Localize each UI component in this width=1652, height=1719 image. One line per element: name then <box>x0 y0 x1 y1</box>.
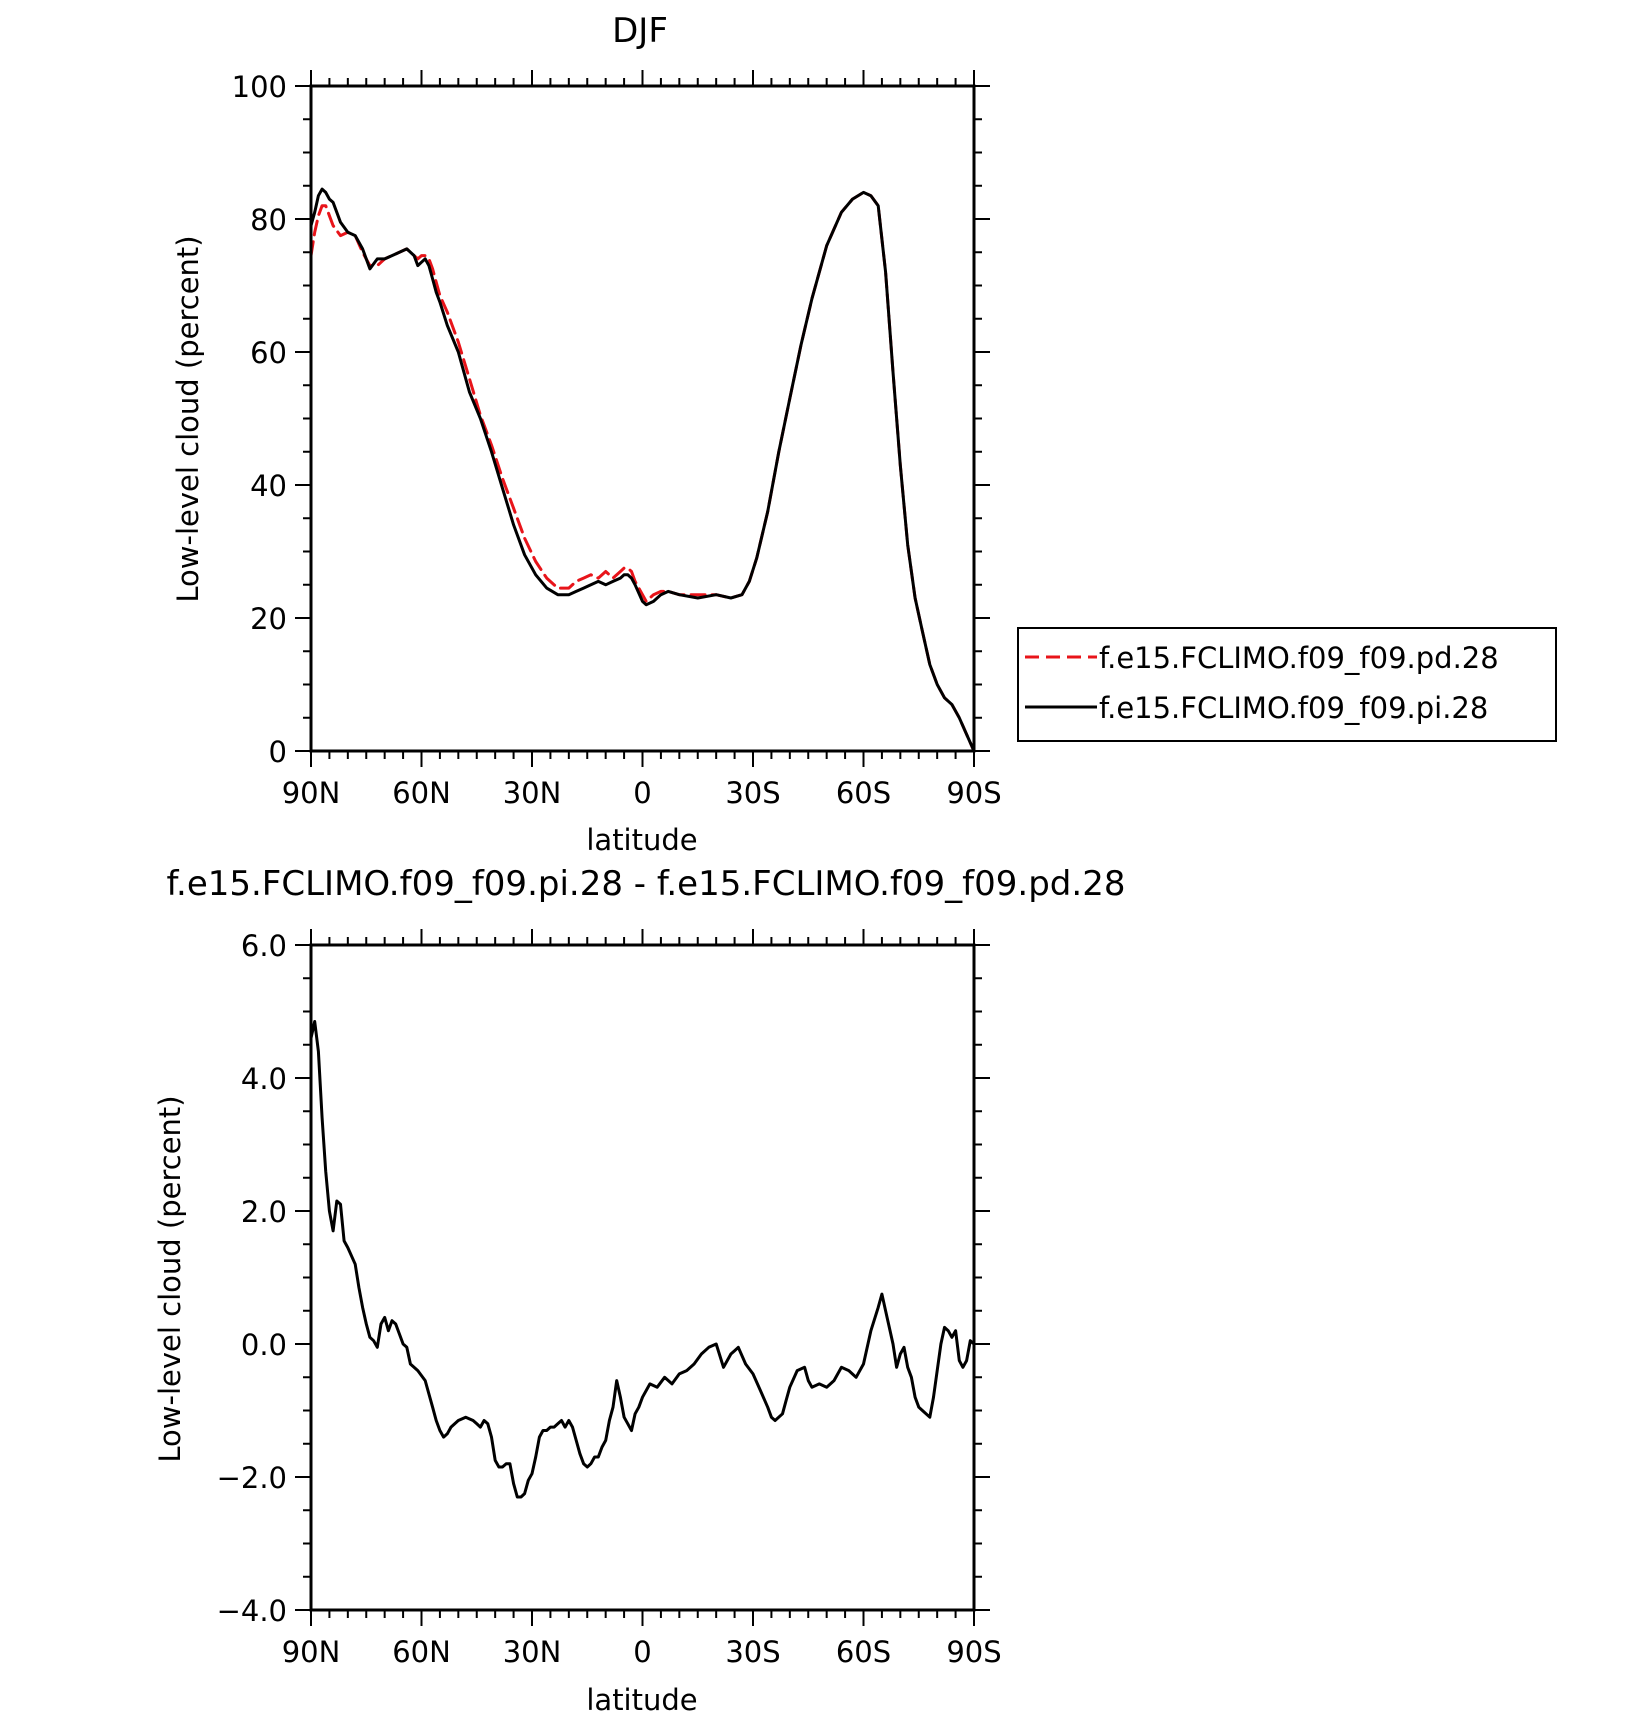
x-tick-label: 60N <box>392 1635 451 1669</box>
legend-label-pd: f.e15.FCLIMO.f09_f09.pd.28 <box>1099 641 1499 675</box>
y-tick-label: 100 <box>232 70 287 104</box>
panel-title: DJF <box>612 11 668 51</box>
x-tick-label: 0 <box>633 1635 651 1669</box>
tick-labels: 90N 60N 30N 0 30S 60S 90S −4.0 −2.0 0.0 2.0 4.0 6.0 <box>217 929 1002 1669</box>
x-tick-label: 0 <box>633 776 651 810</box>
y-tick-label: −2.0 <box>217 1461 287 1495</box>
legend-label-pi: f.e15.FCLIMO.f09_f09.pi.28 <box>1099 691 1488 725</box>
series-line-pi <box>309 187 976 753</box>
y-tick-label: 6.0 <box>241 929 287 963</box>
x-tick-label: 90N <box>282 1635 341 1669</box>
legend: f.e15.FCLIMO.f09_f09.pd.28 f.e15.FCLIMO.… <box>1017 627 1557 742</box>
plot-frame <box>309 84 976 753</box>
x-tick-label: 60S <box>836 776 891 810</box>
legend-box <box>1017 627 1557 742</box>
panel-title: f.e15.FCLIMO.f09_f09.pi.28 - f.e15.FCLIM… <box>167 864 1126 904</box>
x-tick-label: 90N <box>282 776 341 810</box>
series-lines <box>309 187 976 753</box>
y-tick-label: 20 <box>250 602 287 636</box>
x-tick-label: 90S <box>946 1635 1001 1669</box>
y-tick-label: 80 <box>250 203 287 237</box>
series-lines <box>309 1020 976 1499</box>
x-tick-label: 90S <box>946 776 1001 810</box>
x-axis-label: latitude <box>586 823 697 857</box>
x-tick-label: 30N <box>503 776 562 810</box>
climatology-panel: DJF Low-level cloud (percent) latitude 9… <box>171 11 1557 857</box>
difference-line <box>309 1020 976 1499</box>
difference-panel: f.e15.FCLIMO.f09_f09.pi.28 - f.e15.FCLIM… <box>153 864 1125 1717</box>
y-tick-label: 60 <box>250 336 287 370</box>
y-axis-label: Low-level cloud (percent) <box>171 235 205 602</box>
y-tick-label: 2.0 <box>241 1195 287 1229</box>
x-tick-label: 60N <box>392 776 451 810</box>
axis-ticks <box>295 70 990 767</box>
series-line-pd <box>309 190 976 753</box>
x-tick-label: 30S <box>725 1635 780 1669</box>
y-tick-label: 40 <box>250 469 287 503</box>
y-tick-label: 0 <box>269 735 287 769</box>
tick-labels: 90N 60N 30N 0 30S 60S 90S 0 20 40 60 80 100 <box>232 70 1002 810</box>
x-tick-label: 60S <box>836 1635 891 1669</box>
plot-frame <box>309 943 976 1612</box>
axis-ticks <box>295 929 990 1626</box>
y-tick-label: 4.0 <box>241 1062 287 1096</box>
x-tick-label: 30N <box>503 1635 562 1669</box>
x-axis-label: latitude <box>586 1683 697 1717</box>
y-tick-label: −4.0 <box>217 1594 287 1628</box>
y-axis-label: Low-level cloud (percent) <box>153 1095 187 1462</box>
x-tick-label: 30S <box>725 776 780 810</box>
y-tick-label: 0.0 <box>241 1328 287 1362</box>
